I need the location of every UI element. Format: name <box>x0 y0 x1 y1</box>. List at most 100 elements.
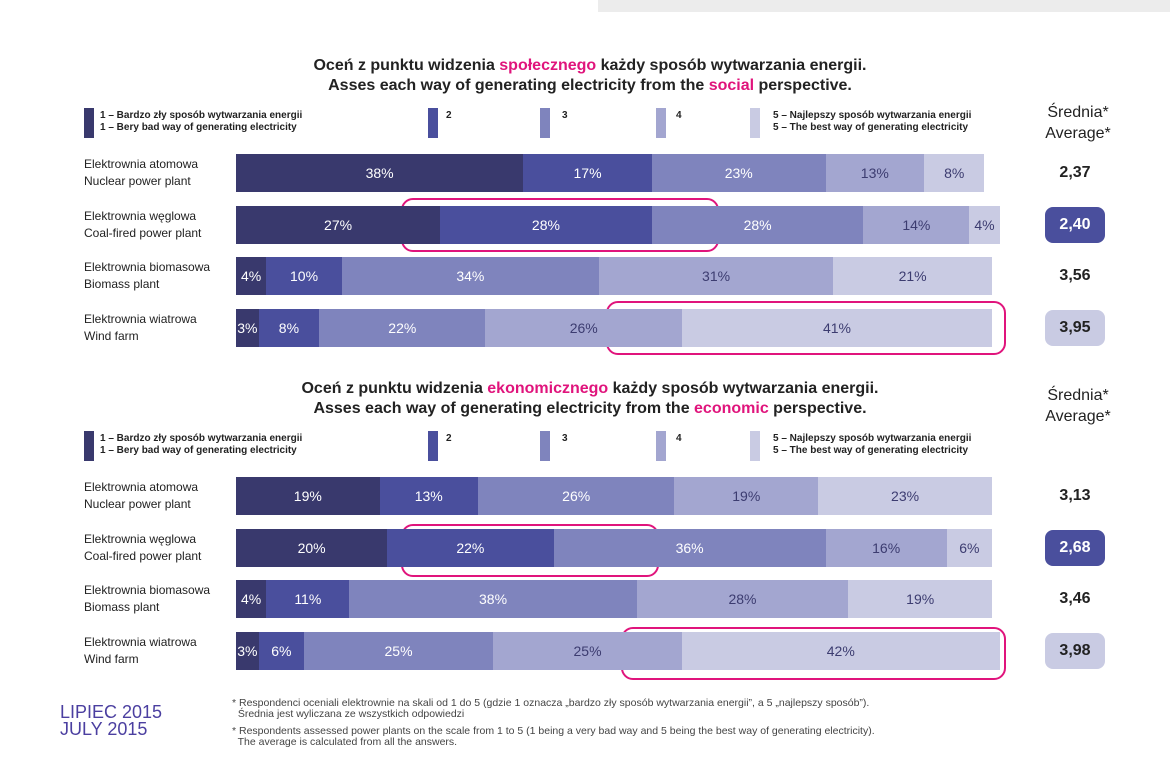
bar-label: 19% <box>732 488 761 504</box>
title-part: ekonomicznego <box>487 380 609 397</box>
bar-label: 42% <box>826 643 855 660</box>
bar-segment <box>379 477 478 515</box>
bar-segment <box>848 580 992 619</box>
average-title: Średnia* Average* <box>1045 387 1111 425</box>
bar-label: 3% <box>237 643 258 660</box>
bar-label: 36% <box>675 539 704 556</box>
category-label: Elektrownia biomasowa Biomass plant <box>84 583 211 615</box>
bar-label: 10% <box>290 268 319 285</box>
legend-label: 3 <box>562 433 568 444</box>
chart-title: Asses each way of generating electricity… <box>0 399 1170 419</box>
bar-segment <box>674 477 819 515</box>
chart-title: Asses each way of generating electricity… <box>0 76 1170 96</box>
bar-label: 26% <box>569 320 598 337</box>
bar-label: 21% <box>898 268 927 285</box>
bar-label: 23% <box>891 488 920 504</box>
bar-segment <box>923 154 985 192</box>
category-label: Elektrownia węglowa Coal-fired power pla… <box>84 208 202 240</box>
bar-label: 17% <box>573 165 602 181</box>
footnote: * Respondenci oceniali elektrownie na sk… <box>232 697 870 720</box>
legend-swatch <box>540 431 550 461</box>
bar-segment <box>969 205 1000 244</box>
bar-segment <box>598 257 834 296</box>
legend-swatch <box>750 108 760 138</box>
bar-segment <box>304 632 494 671</box>
legend-swatch <box>84 108 94 138</box>
bar-segment <box>236 632 259 671</box>
bar-segment <box>477 477 675 515</box>
title-part: Asses each way of generating electricity… <box>328 77 709 94</box>
category-label: Elektrownia węglowa Coal-fired power pla… <box>84 531 202 563</box>
bar-label: 22% <box>388 320 417 337</box>
legend-swatch <box>428 431 438 461</box>
bar-label: 8% <box>944 165 965 181</box>
bar-segment <box>387 528 554 567</box>
title-part: social <box>708 77 755 94</box>
bar-label: 28% <box>531 216 560 233</box>
bar-segment <box>236 528 388 567</box>
category-label: Elektrownia wiatrowa Wind farm <box>84 312 197 344</box>
bar-label: 16% <box>872 539 901 556</box>
title-part: Oceń z punktu widzenia <box>313 57 500 74</box>
bar-label: 25% <box>573 643 602 660</box>
bar-segment <box>236 580 267 619</box>
bar-label: 19% <box>293 488 322 504</box>
footnote: * Respondents assessed power plants on t… <box>232 725 875 748</box>
bar-label: 13% <box>860 165 889 181</box>
bar-label: 11% <box>294 591 322 608</box>
bar-segment <box>553 528 826 567</box>
legend-swatch <box>750 431 760 461</box>
bar-label: 22% <box>456 539 485 556</box>
legend-label: 4 <box>676 110 682 121</box>
legend-label: 3 <box>562 110 568 121</box>
bar-segment <box>825 154 924 192</box>
legend-swatch <box>656 431 666 461</box>
bar-segment <box>341 257 599 296</box>
bar-segment <box>236 477 380 515</box>
category-label: Elektrownia atomowa Nuclear power plant <box>84 157 199 188</box>
bar-segment <box>319 309 486 348</box>
bar-label: 28% <box>743 216 772 233</box>
date: LIPIEC 2015 JULY 2015 <box>60 702 163 739</box>
bar-segment <box>523 154 652 192</box>
bar-segment <box>236 154 524 192</box>
average: 2,68 <box>1045 529 1105 566</box>
bar-segment <box>440 205 652 244</box>
category-label: Elektrownia wiatrowa Wind farm <box>84 635 197 667</box>
bar-label: 27% <box>324 216 353 233</box>
title-part: perspective. <box>768 400 867 417</box>
average: 3,13 <box>1059 487 1091 504</box>
title-part: społecznego <box>499 57 597 74</box>
bar-label: 6% <box>271 643 292 660</box>
bar-segment <box>636 580 849 619</box>
bar-segment <box>258 309 320 348</box>
bar-segment <box>349 580 637 619</box>
bar-label: 38% <box>365 165 394 181</box>
average: 3,56 <box>1059 267 1091 285</box>
legend-label: 5 – Najlepszy sposób wytwarzania energii… <box>773 433 972 456</box>
bar-label: 19% <box>906 591 935 608</box>
bar-segment <box>825 528 947 567</box>
category-label: Elektrownia atomowa Nuclear power plant <box>84 480 199 511</box>
legend-label: 4 <box>676 433 682 444</box>
bar-segment <box>236 257 267 296</box>
average: 2,40 <box>1045 206 1105 243</box>
bar-segment <box>266 580 350 619</box>
legend-label: 2 <box>446 433 452 444</box>
bar-segment <box>833 257 992 296</box>
title-part: każdy sposób wytwarzania energii. <box>596 57 867 74</box>
title-part: Asses each way of generating electricity… <box>313 400 695 417</box>
top-band <box>598 0 1170 12</box>
title-part: Oceń z punktu widzenia <box>301 380 488 397</box>
average-title: Średnia* Average* <box>1045 104 1111 142</box>
bar-segment <box>946 528 992 567</box>
bar-label: 20% <box>297 539 326 556</box>
bar-segment <box>258 632 305 671</box>
bar-label: 14% <box>902 216 931 233</box>
title-part: perspective. <box>754 77 852 94</box>
legend-swatch <box>656 108 666 138</box>
average: 3,95 <box>1045 310 1105 347</box>
average: 3,98 <box>1045 633 1105 670</box>
bar-segment <box>485 309 683 348</box>
